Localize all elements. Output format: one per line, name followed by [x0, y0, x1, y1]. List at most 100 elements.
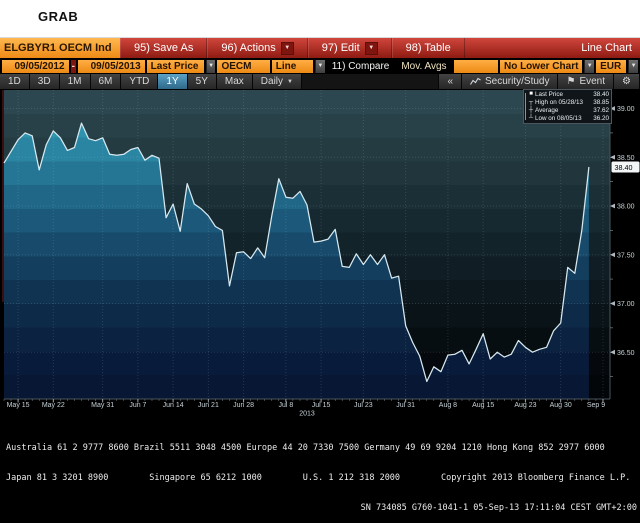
legend-row[interactable]: ■ Last Price 38.40 [527, 91, 609, 98]
chart-controls-bar: 09/05/2012 - 09/05/2013 Last Price ▼ OEC… [0, 58, 640, 74]
y-tick-label: 36.50 [617, 350, 635, 357]
chevron-down-icon: ▼ [364, 41, 378, 55]
x-tick-label: May 31 [91, 402, 114, 409]
chart-type-title: Line Chart [581, 42, 632, 54]
chart-legend: ■ Last Price 38.40 ┬ High on 05/28/13 38.85 ┼ A… [523, 89, 612, 124]
y-tick-label: 37.50 [617, 252, 635, 259]
y-tick-label: 38.00 [617, 204, 635, 211]
x-tick-label: Jul 31 [396, 402, 415, 409]
price-area [4, 123, 589, 399]
gear-icon: ⚙ [622, 76, 631, 87]
period-label: Daily [260, 76, 284, 87]
legend-marker-icon: ┴ [528, 114, 534, 121]
last-price-value: 38.40 [615, 163, 633, 172]
save-as-label: 95) Save As [134, 42, 194, 54]
actions-label: 96) Actions [221, 42, 276, 54]
x-tick-label: Jun 14 [163, 402, 184, 409]
chevron-down-icon[interactable]: ▼ [628, 59, 638, 73]
table-label: 98) Table [405, 42, 451, 54]
table-button[interactable]: 98) Table [391, 38, 465, 58]
save-as-button[interactable]: 95) Save As [120, 38, 208, 58]
tab-1m[interactable]: 1M [59, 74, 91, 89]
chevron-down-icon: ▼ [287, 78, 293, 85]
legend-row[interactable]: ┴ Low on 08/05/13 36.20 [527, 115, 609, 122]
price-field-select[interactable]: Last Price [146, 59, 204, 73]
lower-chart-select[interactable]: No Lower Chart [499, 59, 583, 73]
tab-5y[interactable]: 5Y [187, 74, 217, 89]
security-study-button[interactable]: Security/Study [462, 74, 559, 89]
compare-button[interactable]: 11) Compare [331, 60, 390, 72]
chevron-down-icon[interactable]: ▼ [584, 59, 595, 73]
chart-style-select[interactable]: Line [271, 59, 314, 73]
year-label: 2013 [299, 411, 315, 418]
x-tick-label: Jun 7 [129, 402, 146, 409]
window-header: GRAB [0, 0, 640, 38]
x-tick-label: Jun 21 [198, 402, 219, 409]
legend-label: Low on 08/05/13 [535, 114, 582, 122]
y-tick-arrow-icon [610, 154, 615, 160]
source-field[interactable]: OECM [217, 59, 270, 73]
x-tick-label: Jun 28 [233, 402, 254, 409]
chevron-down-icon[interactable]: ▼ [315, 59, 325, 73]
legend-value: 37.62 [593, 106, 609, 114]
y-tick-arrow-icon [610, 301, 615, 306]
edit-label: 97) Edit [321, 42, 360, 54]
y-tick-arrow-icon [610, 106, 615, 111]
toolbar-spacer [465, 38, 574, 58]
security-study-label: Security/Study [485, 76, 550, 87]
price-line [3, 122, 590, 383]
actions-menu-button[interactable]: 96) Actions ▼ [207, 38, 308, 58]
x-tick-label: May 15 [7, 402, 30, 409]
chart-plot-area[interactable] [4, 90, 610, 399]
x-tick-label: Sep 9 [587, 402, 605, 409]
footer-line: SN 734085 G760-1041-1 05-Sep-13 17:11:04… [360, 503, 637, 513]
date-range-separator: - [70, 59, 77, 73]
terminal-footer: Australia 61 2 9777 8600 Brazil 5511 304… [0, 420, 640, 513]
legend-marker-icon: ┬ [528, 99, 534, 106]
footer-line: Japan 81 3 3201 8900 Singapore 65 6212 1… [6, 473, 631, 483]
page-title: GRAB [38, 9, 79, 24]
edit-menu-button[interactable]: 97) Edit ▼ [307, 38, 392, 58]
event-button[interactable]: ⚑ Event [558, 74, 615, 89]
x-tick-label: Aug 15 [472, 402, 494, 409]
legend-row[interactable]: ┼ Average 37.62 [527, 107, 609, 114]
collapse-button[interactable]: « [439, 74, 462, 89]
footer-line: Australia 61 2 9777 8600 Brazil 5511 304… [6, 443, 605, 453]
security-ticker-field[interactable]: ELGBYR1 OECM Ind [0, 38, 120, 58]
legend-label: High on 05/28/13 [535, 99, 583, 107]
legend-value: 38.85 [593, 99, 609, 107]
legend-value: 36.20 [593, 114, 609, 122]
y-tick-label: 37.00 [617, 301, 635, 308]
date-from-field[interactable]: 09/05/2012 [2, 59, 69, 73]
event-label: Event [579, 76, 606, 87]
date-to-field[interactable]: 09/05/2013 [78, 59, 145, 73]
moving-averages-button[interactable]: Mov. Avgs [401, 60, 447, 72]
tab-1y[interactable]: 1Y [158, 74, 188, 89]
legend-row[interactable]: ┬ High on 05/28/13 38.85 [527, 99, 609, 106]
period-tab-bar: 1D 3D 1M 6M YTD 1Y 5Y Max Daily ▼ « Secu… [0, 74, 640, 89]
y-tick-arrow-icon [610, 349, 615, 355]
chevron-down-icon: ▼ [280, 41, 294, 55]
tab-1d[interactable]: 1D [0, 74, 30, 89]
tab-max[interactable]: Max [216, 74, 253, 89]
x-tick-label: Jul 23 [354, 402, 373, 409]
currency-select[interactable]: EUR [596, 59, 627, 73]
y-tick-arrow-icon [610, 252, 615, 258]
tab-ytd[interactable]: YTD [121, 74, 159, 89]
x-tick-label: Jul 15 [312, 402, 331, 409]
chevron-down-icon[interactable]: ▼ [205, 59, 216, 73]
chart-line-icon [470, 77, 481, 86]
tab-3d[interactable]: 3D [29, 74, 60, 89]
mov-avgs-input[interactable] [453, 59, 498, 73]
legend-marker-icon: ■ [529, 91, 533, 98]
y-tick-label: 38.50 [617, 155, 635, 162]
period-select[interactable]: Daily ▼ [252, 74, 302, 89]
settings-button[interactable]: ⚙ [614, 74, 640, 89]
last-price-marker: 38.40 [611, 161, 640, 173]
chart-panel: May 15 May 22 May 31 Jun 7 Jun 14 Jun 21 Jun 2… [0, 89, 640, 420]
x-tick-label: Jul 8 [278, 402, 293, 409]
x-tick-label: Aug 30 [550, 402, 572, 409]
legend-label: Last Price [535, 91, 563, 99]
panel-left-edge [2, 90, 4, 302]
tab-6m[interactable]: 6M [90, 74, 122, 89]
